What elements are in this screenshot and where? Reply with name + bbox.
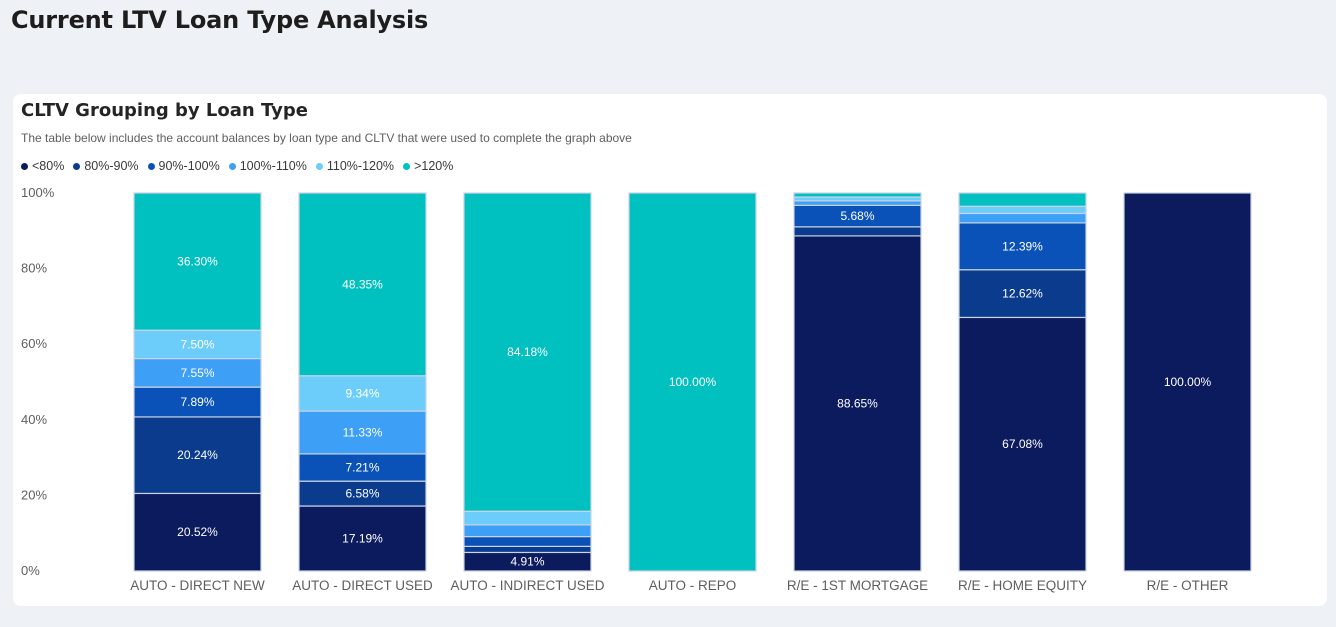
bar-segment (793, 235, 922, 572)
bar-segment (133, 492, 262, 572)
y-tick-label: 100% (21, 185, 55, 200)
y-tick-label: 40% (21, 412, 47, 427)
bar-segment (463, 192, 592, 512)
bar-data-label: 4.91% (510, 555, 544, 569)
bar-segment (793, 226, 922, 237)
x-category-label: AUTO - DIRECT USED (292, 578, 433, 593)
chart-card: CLTV Grouping by Loan Type The table bel… (13, 94, 1327, 606)
bar-data-label: 100.00% (669, 375, 717, 389)
legend-dot-icon (315, 162, 323, 170)
legend-item[interactable]: 90%-100% (147, 159, 220, 173)
legend-label: 110%-120% (326, 159, 395, 173)
bar-segment (1123, 192, 1252, 572)
bar-data-label: 7.21% (345, 461, 379, 475)
bar-segment (628, 192, 757, 572)
x-category-label: AUTO - INDIRECT USED (450, 578, 604, 593)
chart-subtitle: The table below includes the account bal… (21, 131, 632, 145)
bar-data-label: 17.19% (342, 532, 383, 546)
bar-data-label: 11.33% (343, 425, 383, 439)
y-tick-label: 60% (21, 336, 47, 351)
x-category-label: R/E - OTHER (1147, 578, 1229, 593)
y-tick-label: 20% (21, 487, 47, 502)
bar-segment (793, 200, 922, 206)
bar-segment (958, 205, 1087, 215)
legend-item[interactable]: >120% (403, 159, 453, 173)
bar-data-label: 20.52% (177, 525, 218, 539)
legend-dot-icon (73, 162, 81, 170)
bar-data-label: 48.35% (342, 277, 383, 291)
bar-data-label: 100.00% (1164, 375, 1212, 389)
legend-dot-icon (228, 162, 236, 170)
bar-segment (958, 192, 1087, 207)
y-tick-label: 0% (21, 563, 40, 578)
bar-segment (298, 410, 427, 455)
legend-item[interactable]: <80% (21, 159, 64, 173)
bar-data-label: 88.65% (837, 396, 878, 410)
bar-segment (298, 453, 427, 482)
bar-segment (958, 316, 1087, 572)
chart-title: CLTV Grouping by Loan Type (21, 100, 308, 121)
legend-dot-icon (403, 162, 411, 170)
bar-data-label: 7.89% (180, 395, 214, 409)
legend-label: >120% (414, 159, 454, 173)
legend-item[interactable]: 110%-120% (315, 159, 395, 173)
bar-segment (793, 192, 922, 198)
chart-legend: <80% 80%-90% 90%-100% 100%-110% 110%-120% >12… (21, 159, 453, 173)
x-category-label: AUTO - REPO (649, 578, 737, 593)
bar-segment (298, 505, 427, 572)
bar-data-label: 7.50% (180, 337, 214, 351)
bar-segment (463, 524, 592, 538)
page-title: Current LTV Loan Type Analysis (11, 6, 429, 34)
bar-segment (463, 545, 592, 554)
bar-segment (958, 269, 1087, 319)
bar-segment (463, 535, 592, 547)
bar-data-label: 20.24% (177, 448, 218, 462)
bar-segment (133, 357, 262, 388)
bar-data-label: 84.18% (507, 345, 548, 359)
bar-data-label: 12.62% (1002, 287, 1043, 301)
bar-data-label: 9.34% (345, 386, 379, 400)
bar-data-label: 6.58% (345, 487, 379, 501)
x-category-label: AUTO - DIRECT NEW (130, 578, 265, 593)
stacked-bar-chart: 0% 20% 40% 60% 80% 100% 20.52% 20.24% 7.89% 7.55%… (21, 185, 1252, 593)
bar-segment (958, 212, 1087, 224)
bar-data-label: 36.30% (177, 255, 218, 269)
legend-item[interactable]: 100%-110% (228, 159, 307, 173)
bar-segment (463, 510, 592, 526)
legend-label: 90%-100% (158, 159, 220, 173)
x-category-label: R/E - HOME EQUITY (958, 578, 1087, 593)
bar-data-label: 12.39% (1002, 239, 1043, 253)
legend-label: <80% (32, 159, 65, 173)
bar-segment (298, 192, 427, 377)
bar-segment (133, 386, 262, 418)
bar-segment (298, 375, 427, 412)
legend-item[interactable]: 80%-90% (73, 159, 139, 173)
bar-segment (133, 192, 262, 331)
bar-segment (133, 416, 262, 495)
y-tick-label: 80% (21, 261, 47, 276)
bar-data-label: 7.55% (180, 366, 214, 380)
bar-data-label: 5.68% (840, 209, 874, 223)
legend-label: 100%-110% (239, 159, 307, 173)
bar-data-label: 67.08% (1002, 437, 1043, 451)
legend-label: 80%-90% (84, 159, 139, 173)
legend-dot-icon (147, 162, 155, 170)
x-category-label: R/E - 1ST MORTGAGE (787, 578, 928, 593)
legend-dot-icon (21, 162, 28, 170)
